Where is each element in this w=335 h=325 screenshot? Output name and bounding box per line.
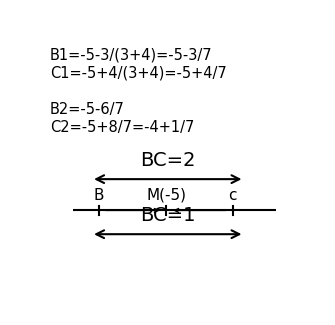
Text: BC=1: BC=1 <box>140 206 196 226</box>
Text: c: c <box>228 188 237 203</box>
Text: BC=2: BC=2 <box>140 151 196 170</box>
Text: B2=-5-6/7: B2=-5-6/7 <box>50 102 125 117</box>
Text: M(-5): M(-5) <box>146 188 187 203</box>
Text: B: B <box>94 188 104 203</box>
Text: C2=-5+8/7=-4+1/7: C2=-5+8/7=-4+1/7 <box>50 120 194 135</box>
Text: C1=-5+4/(3+4)=-5+4/7: C1=-5+4/(3+4)=-5+4/7 <box>50 66 226 81</box>
Text: B1=-5-3/(3+4)=-5-3/7: B1=-5-3/(3+4)=-5-3/7 <box>50 48 212 63</box>
